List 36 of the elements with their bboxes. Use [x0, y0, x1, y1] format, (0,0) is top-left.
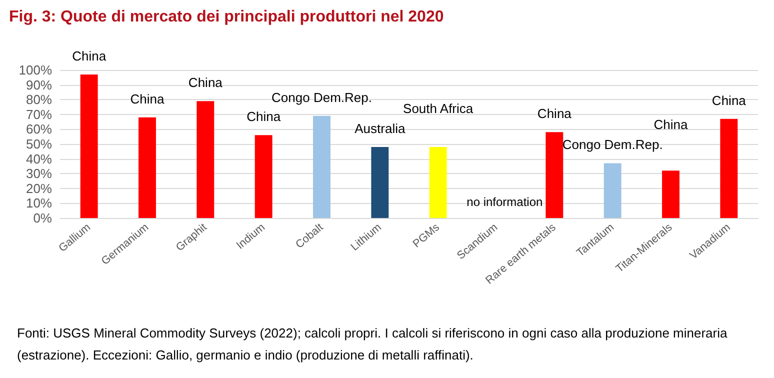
data-label: China — [654, 117, 688, 132]
y-tick-label: 100% — [18, 62, 52, 78]
y-tick-label: 70% — [26, 106, 52, 122]
bar — [604, 163, 622, 218]
y-tick-label: 0% — [33, 210, 52, 226]
data-label: China — [246, 109, 282, 124]
data-label: Congo Dem.Rep. — [272, 90, 372, 105]
data-label: China — [72, 48, 107, 64]
bar — [254, 135, 272, 218]
data-label: China — [537, 106, 572, 122]
data-label: China — [130, 91, 165, 106]
y-tick-label: 90% — [26, 77, 52, 92]
y-tick-label: 10% — [26, 196, 52, 211]
bar — [80, 74, 98, 218]
y-tick-label: 80% — [26, 92, 52, 108]
text: Fonti: USGS Mineral Commodity Surveys (2022); calcoli propri. I calcoli si riferiscono in ogni caso alla produzione mineraria (estrazione). Eccezioni: Gallio, germanio e indio (produzione di metalli raffinati). — [17, 326, 731, 362]
y-tick-label: 20% — [26, 180, 52, 196]
y-tick-label: 60% — [26, 122, 52, 137]
y-tick-label: 50% — [26, 136, 52, 152]
data-label: China — [188, 75, 224, 90]
data-label: Australia — [354, 120, 406, 136]
bar — [313, 116, 330, 218]
annotation: no information — [466, 195, 543, 209]
bar — [429, 146, 447, 218]
chart-title: Fig. 3: Quote di mercato dei principali produttori nel 2020 — [9, 8, 444, 26]
y-tick-label: 40% — [26, 151, 52, 166]
data-label: China — [712, 92, 747, 108]
data-label: South Africa — [403, 100, 474, 116]
bar — [196, 101, 214, 218]
bar — [546, 132, 564, 218]
y-tick-label: 30% — [26, 166, 52, 182]
bar — [371, 146, 389, 218]
data-label: Congo Dem.Rep. — [562, 137, 663, 152]
bar — [138, 117, 156, 218]
bar — [662, 170, 680, 218]
bar — [720, 118, 738, 218]
